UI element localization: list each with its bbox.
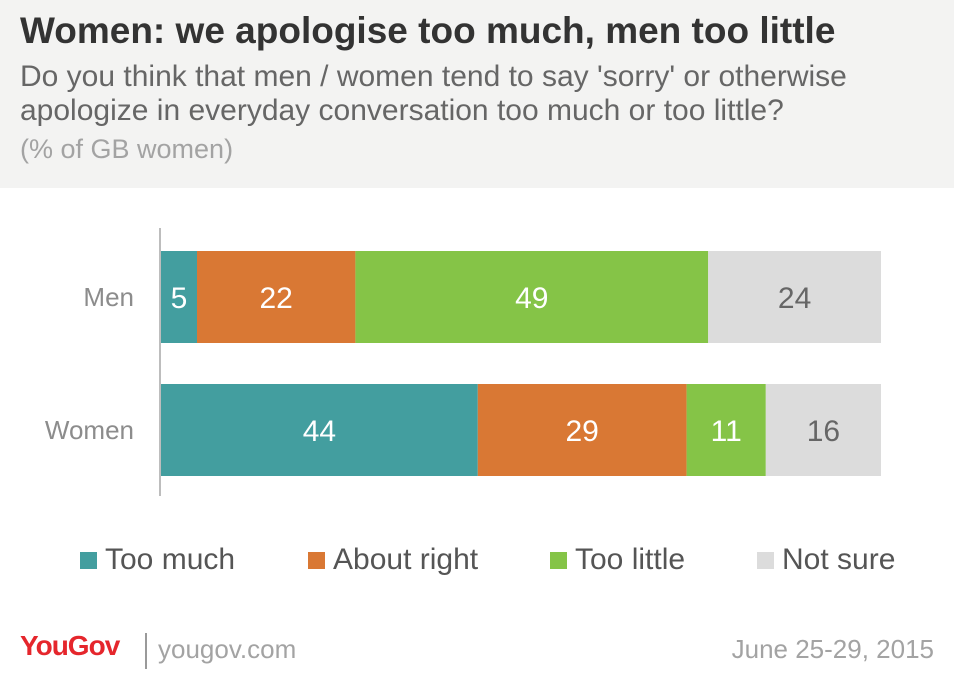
legend-item: Not sure <box>757 540 895 580</box>
chart-note: (% of GB women) <box>20 134 234 164</box>
legend-swatch <box>308 551 325 569</box>
data-label: 29 <box>566 415 599 448</box>
bar-segment <box>161 251 197 343</box>
legend-label: Not sure <box>782 543 896 576</box>
data-label: 22 <box>260 282 293 315</box>
footer-date: June 25-29, 2015 <box>731 634 934 664</box>
data-label: 16 <box>807 415 840 448</box>
data-label: 5 <box>171 282 188 315</box>
bar-segment <box>686 384 766 476</box>
header-panel: Women: we apologise too much, men too li… <box>0 0 954 188</box>
bar-segment <box>197 251 356 343</box>
bar-segment <box>708 251 881 343</box>
legend-swatch <box>550 551 567 569</box>
chart-legend: Too much About right Too little Not sure <box>0 540 954 580</box>
yougov-logo: YouGov <box>20 630 120 661</box>
legend-swatch <box>80 551 97 569</box>
subtitle-line-1: Do you think that men / women tend to sa… <box>20 60 847 93</box>
data-label: 49 <box>515 282 548 315</box>
data-label: 24 <box>778 282 811 315</box>
bar-segment <box>765 384 881 476</box>
chart-title: Women: we apologise too much, men too li… <box>20 10 836 51</box>
chart-subtitle: Do you think that men / women tend to sa… <box>20 60 940 128</box>
legend-item: Too much <box>80 540 235 580</box>
bar-segment <box>161 384 478 476</box>
legend-item: Too little <box>550 540 685 580</box>
data-label: 44 <box>303 415 336 448</box>
subtitle-line-2: apologize in everyday conversation too m… <box>20 94 784 127</box>
footer-site: yougov.com <box>158 634 297 664</box>
category-label: Men <box>83 282 134 312</box>
data-label: 11 <box>711 415 742 448</box>
bar-segment <box>477 384 687 476</box>
legend-label: About right <box>333 543 479 576</box>
legend-swatch <box>757 551 774 569</box>
legend-label: Too much <box>105 543 236 576</box>
stacked-bar-chart: Men 5 22 49 24 Women 44 29 11 16 <box>45 228 881 496</box>
bar-segment <box>355 251 709 343</box>
footer-divider <box>145 633 147 669</box>
legend-label: Too little <box>575 543 686 576</box>
category-label: Women <box>45 415 134 445</box>
legend-item: About right <box>308 540 478 580</box>
